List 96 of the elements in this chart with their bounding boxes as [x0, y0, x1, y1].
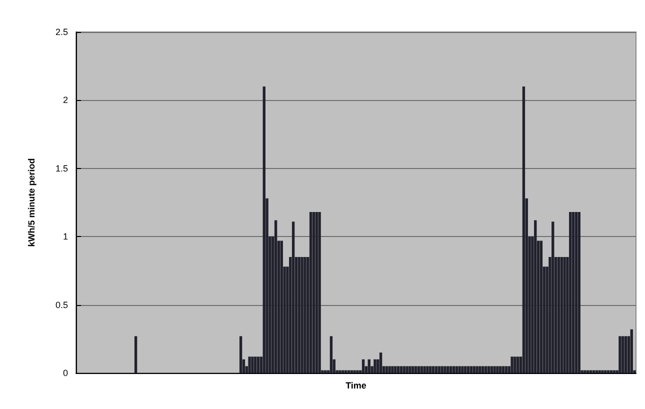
bar: [557, 257, 560, 373]
bar: [315, 212, 318, 373]
bar: [504, 366, 508, 373]
bar: [574, 212, 578, 373]
bar: [458, 366, 461, 373]
bar: [134, 336, 138, 373]
bar: [490, 366, 493, 373]
bar: [630, 329, 633, 373]
bar: [256, 356, 260, 373]
bar: [444, 366, 446, 373]
bar: [540, 240, 543, 373]
bar: [452, 366, 456, 373]
bar: [502, 366, 505, 373]
bar: [374, 359, 376, 373]
bar: [578, 212, 580, 373]
bar: [514, 356, 516, 373]
bar: [446, 366, 450, 373]
bar: [239, 336, 242, 373]
bar: [417, 366, 420, 373]
bar: [251, 356, 254, 373]
bar: [584, 370, 586, 373]
bar: [624, 336, 628, 373]
bar: [493, 366, 496, 373]
bar: [248, 356, 251, 373]
bar: [400, 366, 403, 373]
bar: [292, 222, 295, 373]
bar: [262, 86, 266, 373]
bar: [482, 366, 484, 373]
bar: [412, 366, 414, 373]
bar: [391, 366, 394, 373]
bar: [379, 352, 382, 373]
bar: [432, 366, 435, 373]
bar: [402, 366, 406, 373]
bar: [487, 366, 490, 373]
bar: [560, 257, 563, 373]
bar: [472, 366, 476, 373]
bar: [434, 366, 438, 373]
bar: [300, 257, 304, 373]
bar: [338, 370, 342, 373]
bar: [618, 336, 622, 373]
bar: [499, 366, 502, 373]
bar: [449, 366, 452, 373]
bar: [368, 359, 370, 373]
bar: [408, 366, 412, 373]
bar: [552, 222, 554, 373]
bar: [414, 366, 418, 373]
bar: [356, 370, 359, 373]
bar: [569, 212, 572, 373]
bar: [254, 356, 257, 373]
bar: [394, 366, 397, 373]
x-axis-title: Time: [346, 380, 366, 390]
bar: [309, 212, 312, 373]
bar: [362, 359, 365, 373]
bar: [420, 366, 423, 373]
bar: [464, 366, 467, 373]
bar: [396, 366, 400, 373]
bar: [601, 370, 604, 373]
bar: [622, 336, 624, 373]
y-tick-label: 2.5: [55, 27, 68, 37]
bar: [353, 370, 356, 373]
y-axis-title: kWh/5 minute period: [26, 158, 36, 247]
bar: [522, 86, 526, 373]
bar: [563, 257, 566, 373]
bar: [385, 366, 388, 373]
bar: [298, 257, 300, 373]
bar: [470, 366, 473, 373]
y-tick-label: 0: [62, 368, 68, 378]
bar: [429, 366, 432, 373]
bar: [388, 366, 391, 373]
bar: [461, 366, 464, 373]
bar: [318, 212, 321, 373]
bar: [476, 366, 478, 373]
bar: [440, 366, 444, 373]
y-tick-label: 1: [62, 232, 68, 242]
bar: [280, 240, 283, 373]
bar: [478, 366, 482, 373]
bar: [312, 212, 316, 373]
bar: [274, 220, 278, 373]
y-tick-label: 1.5: [55, 163, 68, 174]
bar: [466, 366, 470, 373]
y-tick-label: 0.5: [55, 300, 68, 310]
bar: [304, 257, 306, 373]
bar: [598, 370, 601, 373]
y-tick-label: 2: [62, 95, 68, 106]
bar: [330, 336, 333, 373]
bar: [496, 366, 499, 373]
bar: [510, 356, 514, 373]
bar: [484, 366, 488, 373]
bar: [516, 356, 520, 373]
bar: [426, 366, 429, 373]
bar: [572, 212, 575, 373]
bar: [438, 366, 440, 373]
bar: [406, 366, 408, 373]
bar: [455, 366, 458, 373]
bar: [534, 220, 537, 373]
bar: [423, 366, 426, 373]
